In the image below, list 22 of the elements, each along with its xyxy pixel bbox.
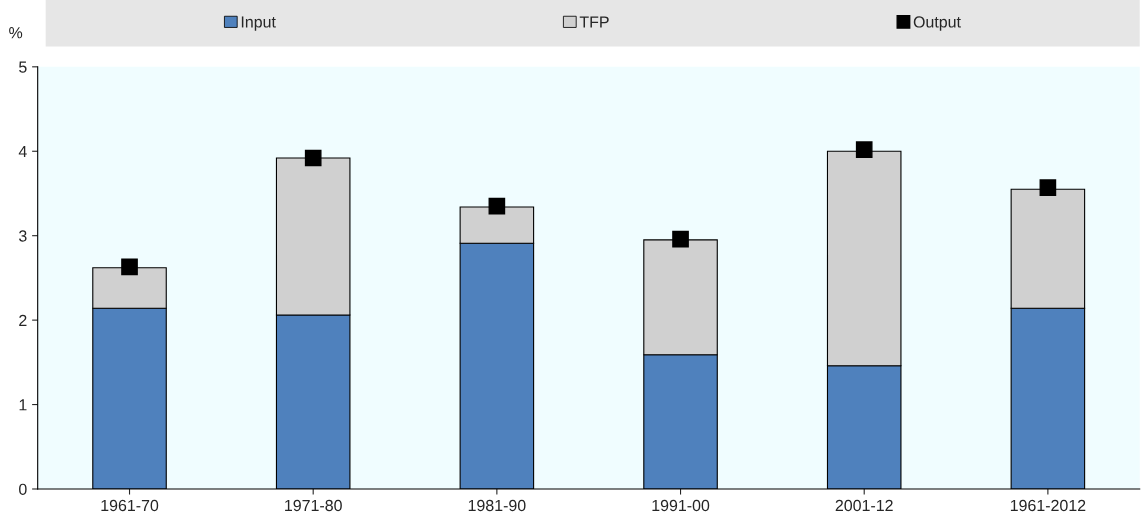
y-axis-title: % [9,27,23,39]
y-tick-label: 5 [19,61,27,73]
point [488,197,506,215]
x-tick-label: 1991-00 [652,499,710,512]
legend-label: TFP [579,16,609,28]
point [304,149,322,167]
y-tick-label: 0 [19,483,27,495]
legend-label: Input [241,16,276,31]
x-tick-label: 1961-2012 [1010,499,1086,512]
y-tick-label: 4 [18,146,27,158]
y-tick-label: 2 [19,314,27,326]
point [121,258,138,276]
y-tick-label: 1 [19,399,27,411]
x-tick-label: 1961-70 [101,499,159,512]
x-tick-label: 1971-80 [285,499,342,512]
x-tick-label: 1981-90 [468,499,526,512]
point [1039,179,1057,196]
point [855,141,873,158]
point [672,230,689,248]
x-tick-label: 2001-12 [835,499,893,512]
y-tick-label: 3 [19,230,27,242]
legend-label: Output [913,16,961,31]
